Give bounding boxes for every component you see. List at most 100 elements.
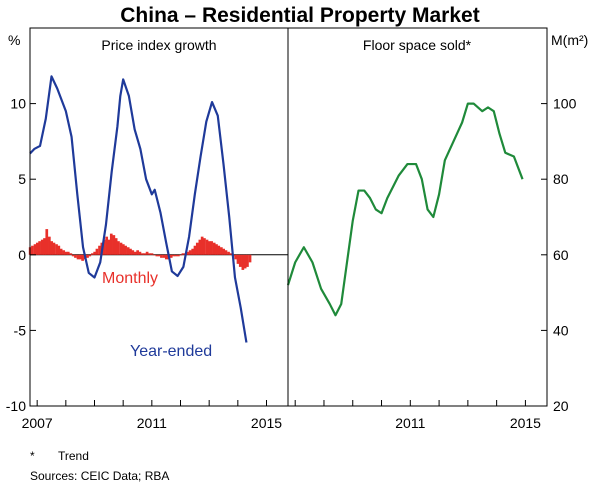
monthly-bar [203,238,206,255]
monthly-bar [45,229,49,255]
monthly-bar [148,253,152,255]
monthly-bar [207,241,211,255]
monthly-bar [169,254,173,258]
monthly-bar [198,239,202,255]
monthly-bar [112,235,116,255]
right-y-tick-label: 100 [553,96,577,112]
monthly-bar [69,253,73,255]
monthly-bar [50,241,53,255]
monthly-bar [188,250,192,255]
monthly-bar [59,248,63,255]
monthly-bar [141,253,144,255]
monthly-bar [177,254,180,257]
monthly-bar [172,254,175,257]
floor-space-line [286,102,524,317]
monthly-bar [43,238,46,255]
monthly-bar [243,254,247,269]
monthly-bar [150,253,154,255]
year-ended-line [29,75,248,343]
footnote-marker: * [30,449,35,463]
monthly-bar [155,254,159,257]
monthly-bar [52,242,56,255]
monthly-bar [31,245,34,255]
monthly-bar [152,254,156,256]
monthly-bar [74,254,77,258]
left-unit-label: % [8,32,20,48]
monthly-bar [181,253,185,255]
monthly-bar [143,253,147,255]
monthly-bar [105,236,109,255]
left-y-tick-label: 5 [18,171,26,187]
monthly-bar [121,244,125,255]
monthly-bar [57,245,61,255]
year-ended-label: Year-ended [130,343,212,360]
monthly-bar [205,239,209,255]
x-tick-label: 2015 [510,415,541,431]
monthly-bar [93,251,96,255]
monthly-bar [109,233,113,255]
monthly-bar [179,254,182,256]
monthly-bar [126,247,130,255]
monthly-bar [138,251,142,255]
monthly-bar [98,245,101,255]
right-y-tick-label: 40 [553,322,569,338]
monthly-bar [48,236,51,255]
footnote-text: Trend [58,449,89,463]
monthly-bar [38,241,41,255]
monthly-bar [62,250,66,255]
monthly-bar [88,254,92,257]
monthly-bar [210,241,213,255]
monthly-bar [174,254,178,257]
monthly-bar [200,236,204,255]
panel-title-floor-space: Floor space sold* [363,37,472,53]
x-tick-label: 2015 [251,415,282,431]
left-y-tick-label: -10 [6,398,26,414]
monthly-bar [224,250,228,255]
monthly-bar [227,251,230,255]
monthly-label: Monthly [102,270,158,287]
left-y-tick-label: 10 [10,96,26,112]
monthly-bar [64,251,68,255]
panel-title-price-index: Price index growth [101,37,216,53]
monthly-bar [248,254,252,263]
monthly-bar [217,245,221,255]
monthly-bar [229,253,233,255]
monthly-bar [33,244,37,255]
monthly-bar [238,254,242,267]
monthly-bar [35,242,39,255]
monthly-bar [220,247,223,255]
right-y-tick-label: 80 [553,171,569,187]
monthly-bar [222,248,225,255]
x-tick-label: 2007 [22,415,53,431]
monthly-bar [131,250,135,255]
sources-note: Sources: CEIC Data; RBA [30,469,169,483]
monthly-bar [212,242,216,255]
monthly-bar [136,250,139,255]
x-tick-label: 2011 [137,415,167,431]
monthly-bar [134,251,137,255]
monthly-bar [246,254,249,267]
left-y-tick-label: 0 [18,247,26,263]
monthly-bar [119,242,123,255]
monthly-bar [86,254,89,258]
monthly-bar [234,254,238,260]
monthly-bar [162,254,166,258]
monthly-bar [107,239,111,255]
monthly-bar [241,254,245,270]
right-y-tick-label: 60 [553,247,569,263]
monthly-bar [215,244,218,255]
monthly-bar [91,253,94,255]
monthly-bar [236,254,240,264]
monthly-bar [195,242,199,255]
monthly-bar [129,248,132,255]
monthly-bar [164,254,168,260]
right-y-tick-label: 20 [553,398,569,414]
monthly-bar [102,239,106,255]
monthly-bar [186,251,190,255]
monthly-bar [160,254,163,258]
monthly-bar [81,254,84,261]
monthly-bar [191,248,195,255]
monthly-bar [157,254,161,257]
monthly-bar [117,241,120,255]
